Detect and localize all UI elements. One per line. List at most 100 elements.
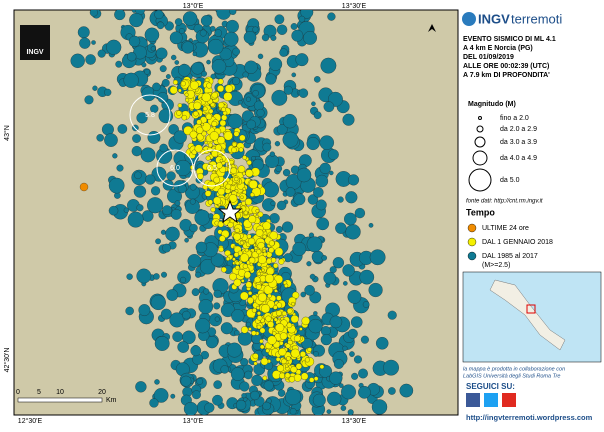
event-dot bbox=[223, 92, 233, 102]
event-layer bbox=[70, 10, 414, 415]
url[interactable]: http://ingvterremoti.wordpress.com bbox=[466, 413, 593, 422]
event-dot bbox=[244, 248, 249, 253]
event-dot bbox=[253, 100, 264, 111]
event-dot bbox=[387, 310, 397, 320]
social-icon[interactable] bbox=[466, 393, 480, 407]
event-dot bbox=[323, 101, 335, 113]
event-dot bbox=[292, 291, 300, 299]
event-dot bbox=[290, 314, 299, 323]
event-dot bbox=[97, 49, 106, 58]
event-dot bbox=[329, 170, 334, 176]
event-dot bbox=[267, 321, 275, 328]
legend-symbol bbox=[476, 125, 484, 133]
event-dot bbox=[368, 223, 374, 228]
event-dot bbox=[284, 388, 302, 406]
event-dot bbox=[211, 150, 219, 158]
badge: INGV bbox=[26, 49, 43, 56]
event-dot bbox=[189, 223, 198, 233]
event-dot bbox=[288, 376, 296, 383]
event-dot bbox=[268, 57, 283, 71]
event-dot bbox=[388, 387, 396, 395]
event-dot bbox=[291, 29, 304, 42]
event-dot bbox=[293, 193, 306, 206]
event-dot bbox=[112, 153, 118, 159]
event-dot bbox=[220, 322, 233, 335]
legend-item: fino a 2.0 bbox=[500, 115, 529, 122]
event-dot bbox=[242, 187, 246, 191]
event-dot bbox=[275, 226, 283, 233]
event-dot bbox=[192, 51, 197, 57]
event-dot bbox=[127, 52, 137, 62]
event-dot bbox=[177, 341, 190, 353]
event-dot bbox=[165, 74, 171, 79]
event-dot bbox=[247, 296, 254, 304]
event-dot bbox=[201, 70, 207, 77]
event-dot bbox=[229, 10, 237, 15]
event-dot bbox=[329, 315, 343, 329]
event-dot bbox=[193, 111, 199, 117]
event-dot bbox=[320, 334, 332, 346]
event-dot bbox=[242, 155, 247, 160]
event-dot bbox=[262, 375, 268, 381]
scale-tick: 20 bbox=[98, 389, 106, 396]
event-dot bbox=[123, 72, 139, 88]
event-dot bbox=[202, 288, 210, 295]
event-dot bbox=[315, 174, 329, 188]
event-dot bbox=[180, 375, 192, 387]
event-dot bbox=[259, 327, 266, 334]
event-dot bbox=[202, 106, 208, 112]
event-dot bbox=[342, 113, 355, 126]
event-dot bbox=[273, 317, 278, 322]
event-dot bbox=[160, 308, 172, 320]
event-dot bbox=[307, 347, 312, 352]
event-dot bbox=[232, 47, 240, 56]
event-dot bbox=[257, 53, 264, 60]
badge-bg bbox=[20, 25, 50, 60]
event-dot bbox=[282, 131, 299, 148]
social-icon[interactable] bbox=[502, 393, 516, 407]
event-dot bbox=[275, 165, 283, 172]
event-dot bbox=[207, 142, 213, 148]
event-dot bbox=[106, 39, 122, 55]
event-dot bbox=[342, 345, 348, 351]
scale-tick: 0 bbox=[16, 389, 20, 396]
event-dot bbox=[257, 242, 265, 250]
event-dot bbox=[335, 222, 347, 234]
event-dot bbox=[274, 289, 278, 293]
event-dot bbox=[244, 370, 253, 380]
header-line: ALLE ORE 00:02:39 (UTC) bbox=[463, 63, 549, 70]
event-dot bbox=[245, 321, 251, 327]
legend-item: DAL 1 GENNAIO 2018 bbox=[482, 239, 553, 246]
event-dot bbox=[303, 31, 317, 45]
event-dot bbox=[232, 142, 237, 147]
legend-item: da 4.0 a 4.9 bbox=[500, 155, 537, 162]
event-dot bbox=[190, 345, 202, 357]
event-dot bbox=[184, 92, 189, 97]
event-dot bbox=[218, 101, 225, 109]
event-dot bbox=[247, 291, 253, 296]
event-dot bbox=[170, 209, 182, 220]
event-dot bbox=[244, 271, 251, 279]
event-dot bbox=[150, 104, 159, 113]
event-dot bbox=[260, 304, 271, 314]
event-dot bbox=[217, 136, 226, 145]
logo-terremoti: terremoti bbox=[511, 11, 562, 26]
event-dot bbox=[217, 187, 226, 196]
event-dot bbox=[399, 383, 414, 398]
event-dot bbox=[108, 177, 125, 194]
event-dot bbox=[243, 210, 248, 215]
event-dot bbox=[207, 199, 213, 205]
event-dot bbox=[282, 114, 298, 129]
event-dot bbox=[133, 185, 147, 198]
social-icon[interactable] bbox=[484, 393, 498, 407]
event-dot bbox=[285, 187, 296, 197]
event-dot bbox=[238, 100, 243, 105]
event-dot bbox=[189, 183, 197, 191]
event-dot bbox=[256, 249, 262, 255]
event-dot bbox=[199, 29, 207, 37]
scale-tick: 5 bbox=[37, 389, 41, 396]
scale-unit: Km bbox=[106, 397, 117, 404]
lon-label: 13°30'E bbox=[342, 417, 367, 425]
event-dot bbox=[259, 339, 264, 344]
event-dot bbox=[251, 374, 263, 386]
